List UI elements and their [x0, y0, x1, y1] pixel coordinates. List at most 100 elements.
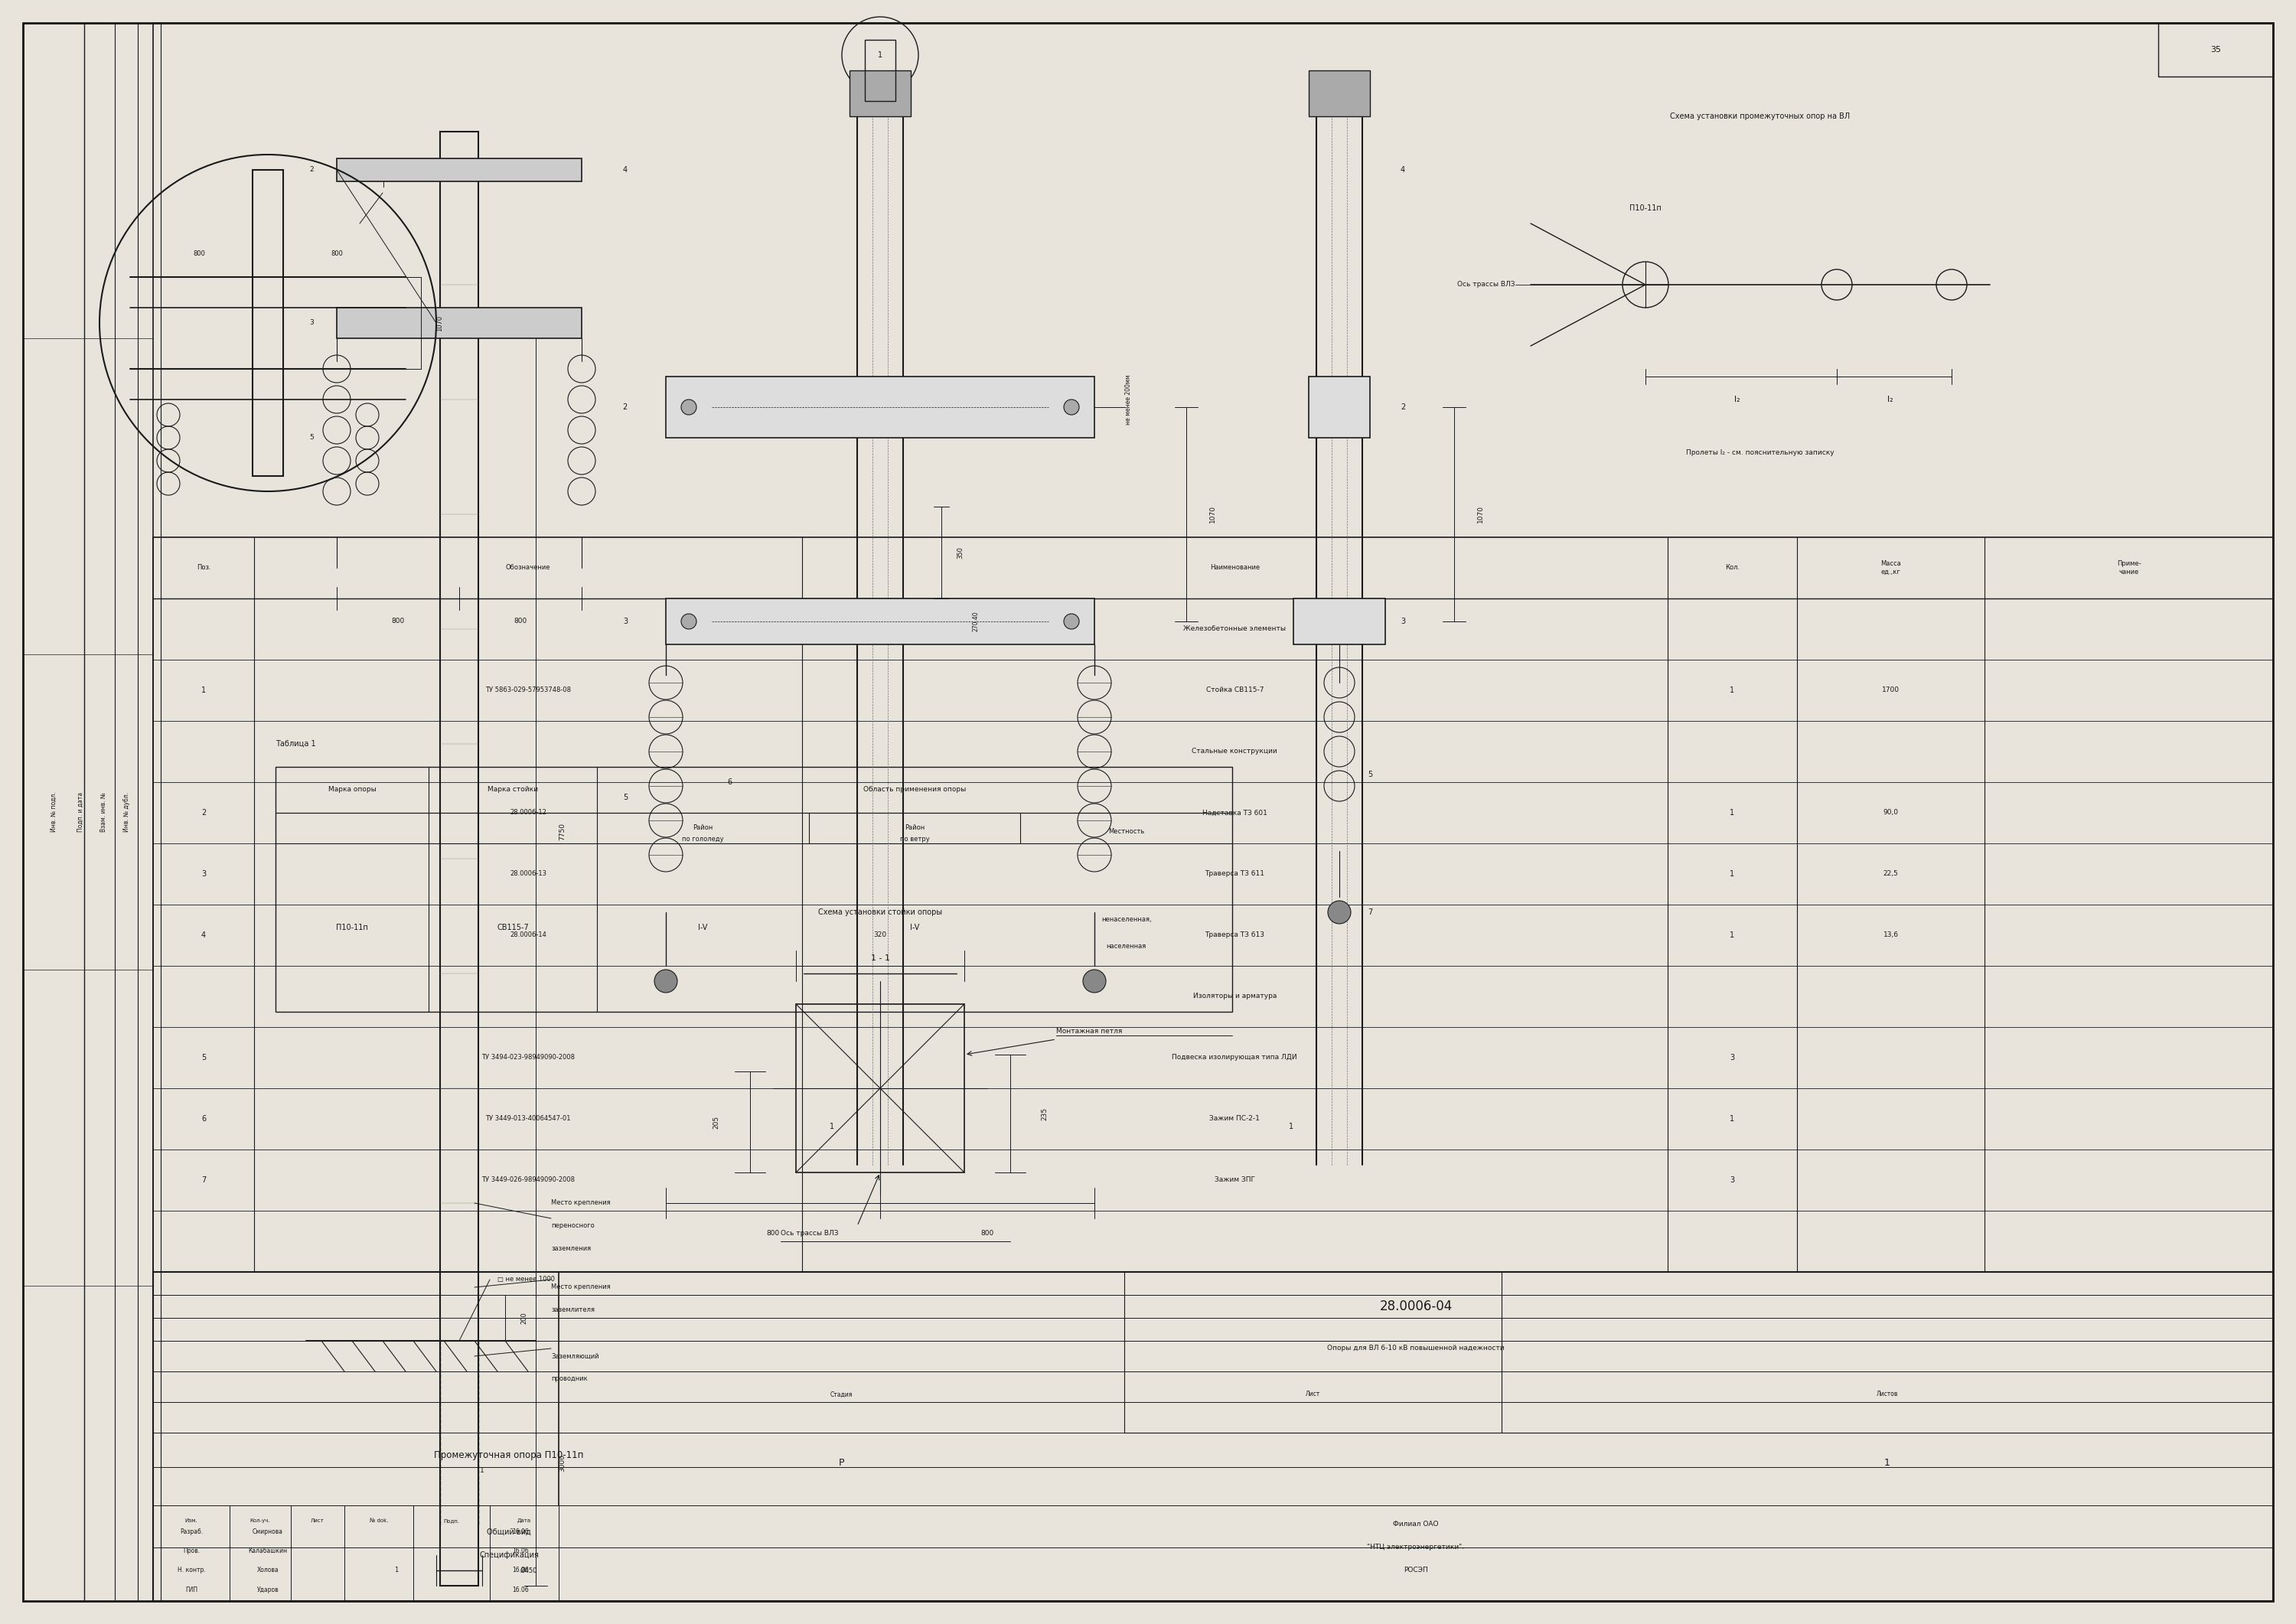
Text: 320: 320	[872, 932, 886, 939]
Text: П10-11п: П10-11п	[335, 924, 367, 932]
Text: 205: 205	[712, 1116, 719, 1129]
Text: Стойка СВ115-7: Стойка СВ115-7	[1205, 687, 1263, 693]
Text: Опоры для ВЛ 6-10 кВ повышенной надежности: Опоры для ВЛ 6-10 кВ повышенной надежнос…	[1327, 1345, 1504, 1351]
Text: Приме-
чание: Приме- чание	[2117, 560, 2140, 575]
Bar	[253, 171, 282, 476]
Text: 800: 800	[193, 250, 204, 258]
Text: Ось трассы ВЛЗ: Ось трассы ВЛЗ	[1458, 281, 1515, 287]
Bar	[338, 159, 581, 182]
Text: 1: 1	[1729, 687, 1733, 693]
Text: Траверса ТЗ 613: Траверса ТЗ 613	[1205, 932, 1265, 939]
Text: 1: 1	[1729, 1116, 1733, 1122]
Bar	[154, 1272, 2273, 1601]
Text: 1070: 1070	[436, 315, 443, 331]
Text: населенная: населенная	[1107, 944, 1146, 950]
Text: l₂: l₂	[1887, 396, 1894, 403]
Bar	[23, 23, 161, 1601]
Text: 7750: 7750	[558, 823, 565, 841]
Text: Марка стойки: Марка стойки	[487, 786, 537, 793]
Text: 13,6: 13,6	[1883, 932, 1899, 939]
Text: 1: 1	[202, 687, 207, 693]
Text: Кол.: Кол.	[1724, 565, 1740, 572]
Text: Заземляющий: Заземляющий	[551, 1353, 599, 1359]
Text: Пров.: Пров.	[184, 1548, 200, 1554]
Text: ТУ 5863-029-57953748-08: ТУ 5863-029-57953748-08	[484, 687, 572, 693]
Text: ТУ 3494-023-98949090-2008: ТУ 3494-023-98949090-2008	[482, 1054, 574, 1060]
Text: 2: 2	[622, 403, 627, 411]
Text: 5: 5	[310, 434, 315, 442]
Text: Калабашкин: Калабашкин	[248, 1548, 287, 1554]
Bar	[23, 23, 85, 1601]
Text: Ось трассы ВЛЗ: Ось трассы ВЛЗ	[781, 1231, 838, 1237]
Text: 1: 1	[480, 1468, 484, 1475]
Text: □ не менее 1000: □ не менее 1000	[498, 1276, 556, 1283]
Text: Взам. инв. №: Взам. инв. №	[101, 793, 106, 831]
Text: Р: Р	[838, 1458, 845, 1468]
Text: 35: 35	[2211, 45, 2220, 54]
Bar	[797, 1004, 964, 1173]
Text: заземления: заземления	[551, 1246, 590, 1252]
Text: Ø450: Ø450	[521, 1567, 537, 1574]
Text: 2: 2	[310, 166, 315, 174]
Text: 800: 800	[331, 250, 342, 258]
Text: проводник: проводник	[551, 1376, 588, 1382]
Text: Наименование: Наименование	[1210, 565, 1261, 572]
Text: 2: 2	[1401, 403, 1405, 411]
Text: Лист: Лист	[1306, 1392, 1320, 1398]
Text: Монтажная петля: Монтажная петля	[1056, 1028, 1123, 1034]
Text: 3: 3	[1729, 1054, 1733, 1062]
Text: ТУ 3449-013-40064547-01: ТУ 3449-013-40064547-01	[484, 1116, 572, 1122]
Circle shape	[654, 970, 677, 992]
Text: 1: 1	[1288, 1122, 1293, 1130]
Text: 200: 200	[521, 1312, 528, 1324]
Bar	[1309, 377, 1371, 438]
Text: 90,0: 90,0	[1883, 809, 1899, 817]
Text: 7: 7	[1368, 908, 1373, 916]
Text: не менее 200мм: не менее 200мм	[1125, 375, 1132, 424]
Text: Инв. № подл.: Инв. № подл.	[51, 793, 57, 831]
Text: 1: 1	[1885, 1458, 1890, 1468]
Text: 1: 1	[1729, 809, 1733, 817]
Text: заземлителя: заземлителя	[551, 1307, 595, 1314]
Text: Подп. и дата: Подп. и дата	[78, 793, 83, 831]
Text: Масса
ед.,кг: Масса ед.,кг	[1880, 560, 1901, 575]
Text: Общий вид: Общий вид	[487, 1528, 530, 1536]
Bar	[1309, 70, 1371, 117]
Text: 16.06: 16.06	[512, 1528, 528, 1536]
Text: 1: 1	[829, 1122, 833, 1130]
Text: СВ115-7: СВ115-7	[496, 924, 528, 932]
Text: 28.0006-04: 28.0006-04	[1380, 1299, 1453, 1314]
Text: по гололеду: по гололеду	[682, 836, 723, 843]
Text: 350: 350	[957, 547, 964, 559]
Text: 3: 3	[202, 870, 207, 879]
Text: 22,5: 22,5	[1883, 870, 1899, 877]
Text: 800: 800	[767, 1231, 781, 1237]
Text: Обозначение: Обозначение	[505, 565, 551, 572]
Text: Инв. № дубл.: Инв. № дубл.	[124, 793, 129, 831]
Text: 6: 6	[728, 778, 732, 786]
Text: 16.06: 16.06	[512, 1548, 528, 1554]
Text: ГИП: ГИП	[186, 1587, 197, 1593]
Text: 16.06: 16.06	[512, 1587, 528, 1593]
Text: Железобетонные элементы: Железобетонные элементы	[1182, 625, 1286, 632]
Text: Место крепления: Место крепления	[551, 1285, 611, 1291]
Text: Дата: Дата	[517, 1518, 530, 1523]
Text: № dok.: № dok.	[370, 1518, 388, 1523]
Text: Зажим ПС-2-1: Зажим ПС-2-1	[1210, 1116, 1261, 1122]
Text: 3: 3	[1401, 617, 1405, 625]
Text: 3: 3	[622, 617, 627, 625]
Text: Местность: Местность	[1109, 828, 1143, 835]
Text: 270.40: 270.40	[971, 611, 978, 632]
Text: 1: 1	[1729, 932, 1733, 939]
Text: РОСЭП: РОСЭП	[1403, 1567, 1428, 1574]
Text: Область применения опоры: Область применения опоры	[863, 786, 967, 793]
Circle shape	[1063, 400, 1079, 414]
Text: Район: Район	[905, 825, 925, 831]
Text: Место крепления: Место крепления	[551, 1200, 611, 1207]
Bar	[23, 23, 115, 1601]
Text: 28.0006-12: 28.0006-12	[510, 809, 546, 817]
Text: Смирнова: Смирнова	[253, 1528, 282, 1536]
Text: переносного: переносного	[551, 1223, 595, 1229]
Text: Холова: Холова	[257, 1567, 278, 1574]
Text: Зажим ЗПГ: Зажим ЗПГ	[1215, 1177, 1256, 1184]
